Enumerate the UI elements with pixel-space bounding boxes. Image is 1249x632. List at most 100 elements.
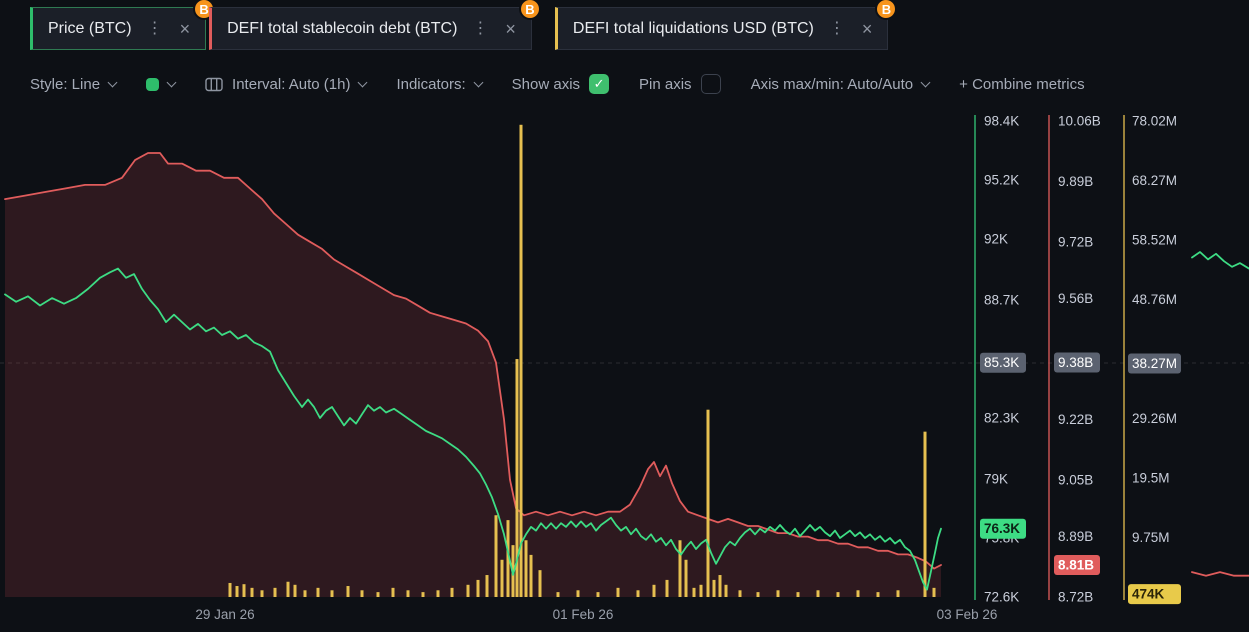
liquidation-bar <box>242 584 246 597</box>
axis-maxmin-dropdown[interactable]: Axis max/min: Auto/Auto <box>750 75 931 93</box>
liquidation-bar <box>636 590 640 597</box>
debt-axis-tick: 9.38B <box>1058 355 1093 370</box>
bitcoin-badge-icon: B <box>875 0 898 20</box>
liquidation-bar <box>538 570 542 597</box>
show-axis-label: Show axis <box>511 75 581 93</box>
pin-axis-checkbox[interactable] <box>700 74 721 94</box>
kebab-menu-icon[interactable]: ⋮ <box>146 19 163 37</box>
liquidation-bar <box>250 587 254 597</box>
tab-label: Price (BTC) <box>48 19 132 37</box>
tab-defi-liquidations-usd[interactable]: DEFI total liquidations USD (BTC) ⋮ × B <box>554 0 898 50</box>
liquidation-bar <box>273 587 277 597</box>
liquidation-bar <box>494 515 498 597</box>
tab-label: DEFI total liquidations USD (BTC) <box>572 19 814 37</box>
liquidation-bar <box>876 592 880 597</box>
liquidation-bar <box>706 409 710 597</box>
combine-metrics-button[interactable]: + Combine metrics <box>959 76 1084 93</box>
debt-hover-badge <box>1054 352 1100 373</box>
show-axis-control: Show axis ✓ <box>511 74 610 94</box>
liq-axis-tick: 48.76M <box>1132 292 1177 307</box>
debt-right-edge-preview-line <box>1191 571 1249 577</box>
liquidation-bar <box>286 581 290 597</box>
liquidation-bar <box>515 359 519 597</box>
interval-dropdown[interactable]: Interval: Auto (1h) <box>205 76 368 93</box>
liquidation-bar <box>932 587 936 597</box>
chevron-down-icon <box>166 77 177 87</box>
liq-axis-tick: 38.27M <box>1132 356 1177 371</box>
liquidation-bar <box>303 590 307 597</box>
close-icon[interactable]: × <box>179 18 191 39</box>
liquidation-bar <box>346 586 350 597</box>
liquidation-bar <box>260 590 264 597</box>
price-axis-tick: 88.7K <box>984 292 1019 307</box>
tab-defi-stablecoin-debt[interactable]: DEFI total stablecoin debt (BTC) ⋮ × B <box>209 0 541 50</box>
debt-axis-tick: 8.89B <box>1058 529 1093 544</box>
liquidation-bar <box>293 584 297 597</box>
liquidation-bar <box>529 554 533 597</box>
close-icon[interactable]: × <box>861 18 873 39</box>
price-axis-tick: 72.6K <box>984 590 1019 605</box>
liquidation-bar <box>738 590 742 597</box>
indicators-dropdown-label: Indicators: <box>396 75 466 93</box>
liquidation-bar <box>556 592 560 597</box>
liquidation-bar <box>406 590 410 597</box>
chevron-down-icon <box>107 77 118 87</box>
liquidation-bar <box>724 584 728 597</box>
price-right-edge-preview-line <box>1191 251 1249 270</box>
liquidation-bar <box>836 592 840 597</box>
DEFI total stablecoin debt (BTC)-area <box>5 153 941 597</box>
liquidation-bar <box>678 540 682 597</box>
line-color-dropdown[interactable] <box>146 77 177 91</box>
Price (BTC)-line <box>4 267 942 591</box>
liquidation-bar <box>376 592 380 597</box>
price-axis-tick: 98.4K <box>984 114 1019 129</box>
kebab-menu-icon[interactable]: ⋮ <box>828 19 845 37</box>
liquidation-bar <box>923 431 927 597</box>
liquidation-bar <box>756 592 760 597</box>
liq-axis-tick: 58.52M <box>1132 232 1177 247</box>
debt-current-value: 8.81B <box>1058 558 1094 573</box>
liquidation-bar <box>896 590 900 597</box>
close-icon[interactable]: × <box>505 18 516 39</box>
price-current-badge <box>980 518 1026 539</box>
combine-metrics-label: + Combine metrics <box>959 75 1085 93</box>
x-axis-label: 29 Jan 26 <box>195 607 254 622</box>
liquidation-bar <box>796 592 800 597</box>
show-axis-checkbox[interactable]: ✓ <box>589 74 610 94</box>
chart-toolbar: Style: Line Interval: Auto (1h) Indicato… <box>30 74 1085 94</box>
liq-axis-tick: 19.5M <box>1132 471 1170 486</box>
liquidation-bar <box>718 575 722 597</box>
style-dropdown-label: Style: Line <box>30 75 101 93</box>
price-hover-badge <box>980 352 1026 373</box>
liquidation-bar <box>519 124 523 597</box>
kebab-menu-icon[interactable]: ⋮ <box>472 19 489 37</box>
indicators-dropdown[interactable]: Indicators: <box>396 75 484 93</box>
tab-label: DEFI total stablecoin debt (BTC) <box>227 19 458 37</box>
metric-tabs-row: Price (BTC) ⋮ × B DEFI total stablecoin … <box>30 0 898 50</box>
debt-axis-tick: 9.89B <box>1058 174 1093 189</box>
liquidation-bar <box>500 559 504 597</box>
debt-axis-tick: 9.05B <box>1058 472 1093 487</box>
liquidation-bar <box>476 579 480 597</box>
debt-axis-tick: 9.72B <box>1058 234 1093 249</box>
liq-axis-tick: 78.02M <box>1132 114 1177 129</box>
pin-axis-control: Pin axis <box>639 74 721 94</box>
debt-current-badge <box>1054 555 1100 576</box>
chevron-down-icon <box>473 77 484 87</box>
liq-axis-tick: 9.75M <box>1132 530 1170 545</box>
liquidation-bar <box>330 590 334 597</box>
liquidation-bar <box>316 587 320 597</box>
liquidation-bar <box>235 586 239 597</box>
style-dropdown[interactable]: Style: Line <box>30 75 118 93</box>
debt-axis-tick: 10.06B <box>1058 114 1101 129</box>
axis-maxmin-label: Axis max/min: Auto/Auto <box>750 75 914 93</box>
style-color-swatch[interactable] <box>146 77 160 91</box>
liquidation-bar <box>692 587 696 597</box>
price-axis-tick: 82.3K <box>984 411 1019 426</box>
price-axis-tick: 92K <box>984 232 1008 247</box>
tab-price-btc[interactable]: Price (BTC) ⋮ × B <box>30 0 216 50</box>
liquidation-bar <box>652 584 656 597</box>
liquidation-bar <box>228 582 232 597</box>
liquidation-bar <box>506 520 510 597</box>
